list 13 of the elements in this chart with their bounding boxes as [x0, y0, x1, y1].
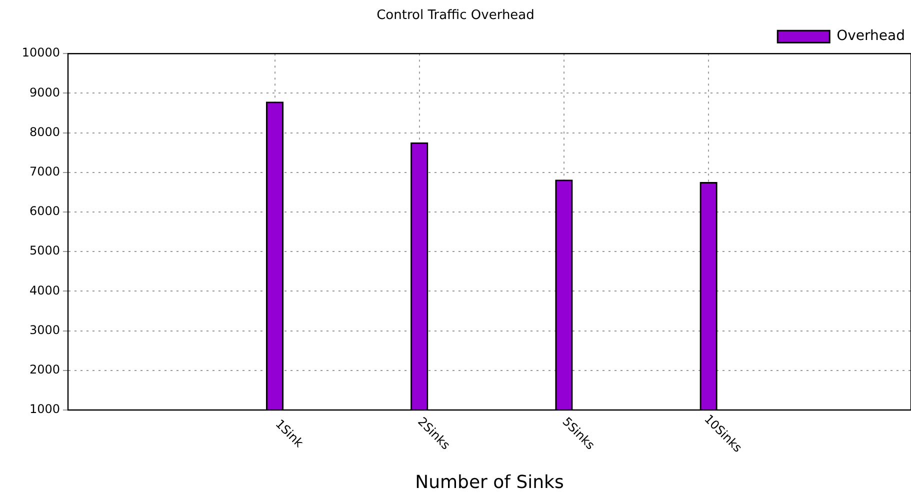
y-tick-label: 8000 — [29, 124, 60, 139]
y-tick-label: 4000 — [29, 283, 60, 298]
x-axis-title: Number of Sinks — [415, 472, 564, 493]
y-tick-label: 10000 — [22, 46, 60, 60]
y-tick-label: 3000 — [29, 322, 60, 337]
y-tick-label: 6000 — [29, 204, 60, 218]
y-tick-label: 9000 — [29, 85, 60, 100]
y-tick-label: 2000 — [29, 362, 60, 377]
legend-label: Overhead — [836, 28, 906, 44]
y-tick-label: 7000 — [29, 164, 60, 179]
chart-title: Control Traffic Overhead — [376, 8, 534, 24]
y-tick-label: 5000 — [29, 244, 60, 258]
y-tick-label: 1000 — [29, 402, 60, 416]
